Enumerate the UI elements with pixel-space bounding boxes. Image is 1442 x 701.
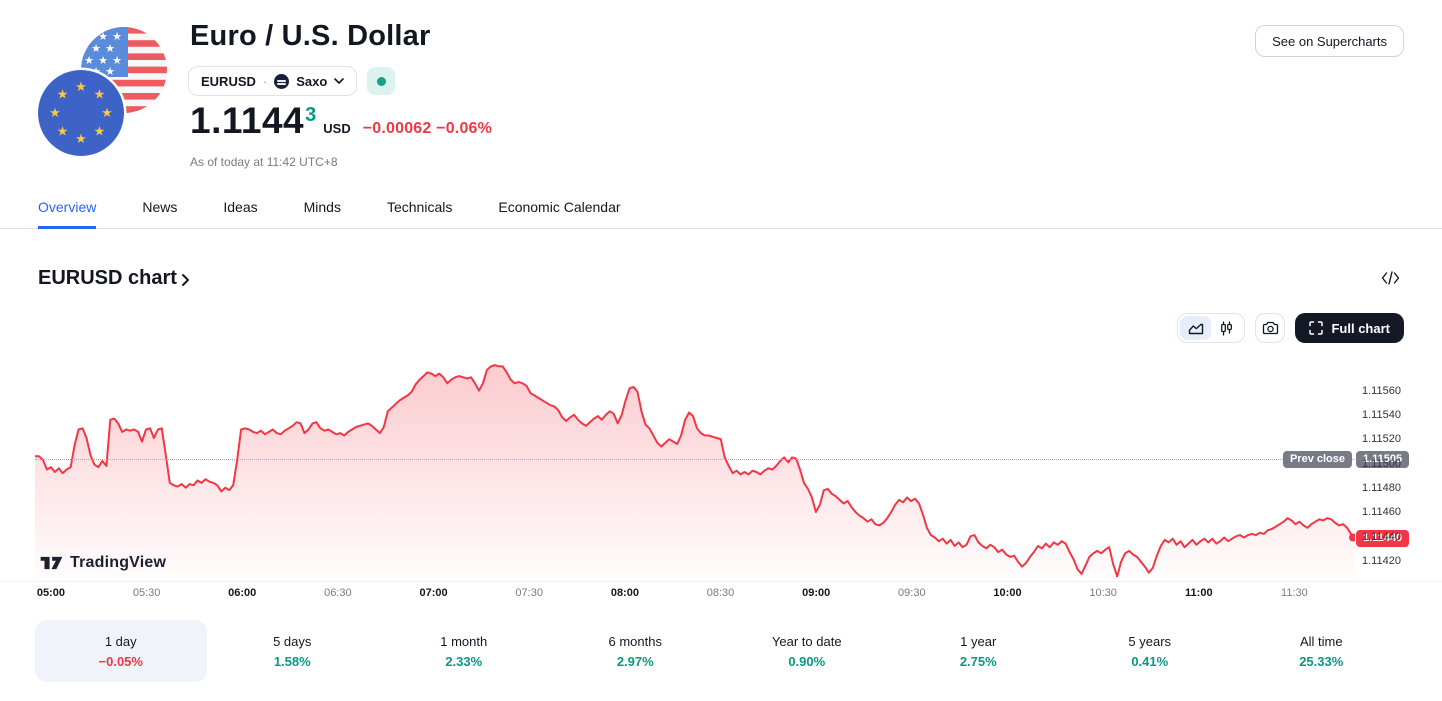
separator-dot: ·	[262, 73, 268, 89]
section-title-link[interactable]: EURUSD chart	[38, 267, 190, 290]
svg-text:★: ★	[105, 65, 115, 78]
period-selector: 1 day −0.05% 5 days 1.58% 1 month 2.33% 6 m…	[35, 620, 1407, 682]
market-open-status-badge	[367, 67, 396, 95]
time-axis-label: 08:30	[706, 587, 735, 599]
area-chart-style-button[interactable]	[1180, 316, 1212, 340]
last-price-dot-icon	[1349, 533, 1355, 542]
svg-text:★: ★	[94, 124, 106, 139]
time-axis-separator	[0, 581, 1442, 582]
exchange-label: Saxo	[296, 73, 328, 89]
tab-economic-calendar[interactable]: Economic Calendar	[498, 199, 621, 215]
time-axis-label: 09:30	[898, 587, 926, 599]
prev-close-label-badge: Prev close	[1282, 450, 1352, 468]
price-row: 1.1144 3 USD −0.00062 −0.06%	[190, 100, 492, 142]
time-axis-label: 10:30	[1089, 587, 1117, 599]
time-axis-label: 05:30	[132, 587, 161, 599]
period-1-month[interactable]: 1 month 2.33%	[378, 620, 550, 682]
area-fill	[35, 365, 1355, 580]
tab-minds[interactable]: Minds	[303, 199, 341, 215]
svg-text:★: ★	[98, 54, 108, 67]
chevron-right-icon	[181, 273, 189, 286]
candles-chart-icon	[1221, 320, 1233, 336]
eu-flag-icon: ★ ★ ★ ★ ★ ★ ★ ★	[38, 67, 127, 159]
period-5-days[interactable]: 5 days 1.58%	[207, 620, 379, 682]
price-line	[35, 364, 1355, 578]
snapshot-camera-button[interactable]	[1255, 313, 1286, 343]
candles-chart-style-button[interactable]	[1211, 316, 1242, 340]
chart-toolbar: Full chart	[1177, 313, 1404, 343]
time-axis-label: 07:00	[419, 587, 448, 599]
period-year-to-date[interactable]: Year to date 0.90%	[721, 620, 893, 682]
time-axis-label: 06:30	[324, 587, 352, 599]
last-price: 1.1144	[190, 100, 305, 141]
last-price-axis-badge: 1.11440	[1356, 529, 1410, 547]
svg-text:★: ★	[91, 42, 101, 55]
time-axis-label: 05:00	[36, 587, 65, 599]
svg-text:★: ★	[75, 80, 87, 95]
tradingview-watermark-link[interactable]: TradingView	[40, 554, 166, 572]
svg-text:★: ★	[75, 132, 87, 147]
svg-text:★: ★	[84, 54, 94, 67]
symbol-label: EURUSD	[201, 73, 256, 89]
svg-text:★: ★	[49, 106, 61, 121]
prev-close-value-badge: 1.11505	[1356, 450, 1410, 468]
last-price-fraction: 3	[305, 104, 317, 126]
saxo-exchange-icon	[274, 73, 290, 89]
prev-close-line	[35, 458, 1355, 460]
camera-icon	[1262, 321, 1279, 335]
market-open-dot-icon	[376, 76, 386, 86]
svg-text:★: ★	[112, 30, 122, 43]
svg-text:★: ★	[57, 88, 69, 103]
embed-code-icon[interactable]	[1381, 271, 1400, 290]
tab-bar: Overview News Ideas Minds Technicals Eco…	[0, 199, 1442, 229]
price-chart-canvas[interactable]	[35, 353, 1355, 580]
see-on-supercharts-button[interactable]: See on Supercharts	[1255, 25, 1404, 57]
tab-ideas[interactable]: Ideas	[223, 199, 258, 215]
svg-text:★: ★	[101, 106, 113, 121]
tab-overview[interactable]: Overview	[38, 199, 97, 229]
svg-text:★: ★	[98, 30, 108, 43]
price-change: −0.00062 −0.06%	[362, 120, 493, 137]
price-axis-label: 1.11480	[1362, 482, 1401, 494]
period-6-months[interactable]: 6 months 2.97%	[550, 620, 722, 682]
symbol-picker-button[interactable]: EURUSD · Saxo	[188, 66, 358, 96]
fullscreen-icon	[1309, 321, 1324, 335]
time-axis-label: 11:30	[1281, 587, 1308, 599]
svg-text:★: ★	[112, 54, 122, 67]
price-axis-label: 1.11440	[1362, 530, 1401, 543]
tab-technicals[interactable]: Technicals	[386, 199, 453, 215]
price-axis-label: 1.11500	[1362, 457, 1401, 470]
svg-text:★: ★	[105, 42, 115, 55]
time-axis-label: 09:00	[802, 587, 831, 599]
price-axis-label: 1.11420	[1362, 554, 1401, 567]
price-axis-label: 1.11460	[1362, 506, 1401, 519]
full-chart-button[interactable]: Full chart	[1295, 313, 1404, 343]
area-chart-icon	[1188, 323, 1204, 334]
time-axis-label: 06:00	[228, 587, 257, 599]
price-axis-label: 1.11560	[1362, 384, 1401, 397]
price-axis-label: 1.11540	[1362, 409, 1401, 422]
chart-style-switch	[1177, 313, 1246, 343]
chart-region: Prev close 1.11505 1.11440 1.11560 1.1154…	[0, 353, 1442, 603]
price-currency: USD	[323, 121, 351, 136]
time-axis-label: 11:00	[1185, 587, 1213, 599]
svg-text:★: ★	[57, 124, 69, 139]
page-title: Euro / U.S. Dollar	[190, 20, 431, 52]
time-axis-label: 07:30	[515, 587, 543, 599]
period-1-day[interactable]: 1 day −0.05%	[35, 620, 207, 682]
period-5-years[interactable]: 5 years 0.41%	[1064, 620, 1236, 682]
tab-news[interactable]: News	[142, 199, 178, 215]
time-axis-label: 10:00	[993, 587, 1022, 599]
price-axis-label: 1.11520	[1362, 433, 1401, 446]
period-1-year[interactable]: 1 year 2.75%	[893, 620, 1065, 682]
eurusd-flag-pair-icon: ★★★ ★★ ★★★ ★★ ★ ★ ★ ★ ★ ★ ★ ★	[38, 27, 167, 159]
period-all-time[interactable]: All time 25.33%	[1236, 620, 1408, 682]
tradingview-logo-icon	[40, 556, 63, 570]
as-of-timestamp: As of today at 11:42 UTC+8	[190, 155, 338, 169]
time-axis-label: 08:00	[610, 587, 639, 599]
svg-text:★: ★	[94, 88, 106, 103]
chevron-down-icon	[334, 78, 345, 84]
